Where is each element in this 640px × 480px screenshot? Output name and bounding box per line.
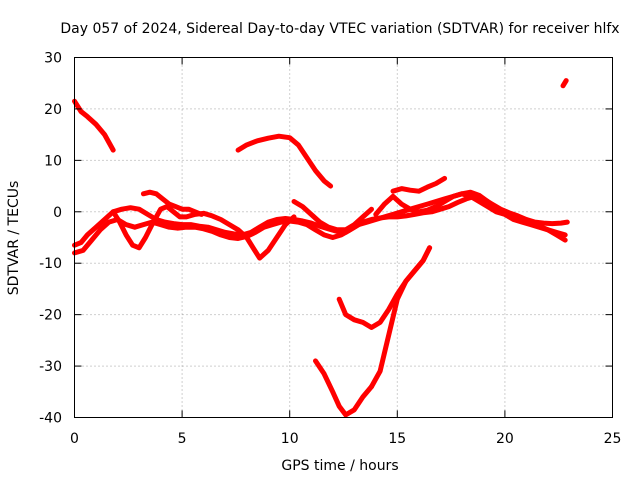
series-line [373, 191, 568, 238]
x-tick-labels: 0 5 10 15 20 25 [70, 431, 621, 447]
x-tick-label: 15 [388, 431, 406, 447]
y-tick-label: -30 [39, 359, 62, 375]
y-tick-label: -10 [39, 256, 62, 272]
series-line [235, 133, 334, 189]
y-tick-label: -20 [39, 308, 62, 324]
y-tick-labels: -40 -30 -20 -10 0 10 20 30 [39, 51, 62, 427]
x-tick-label: 0 [70, 431, 79, 447]
x-tick-label: 25 [604, 431, 622, 447]
series-line [560, 78, 569, 89]
plot-frame [74, 57, 613, 418]
series-line [390, 175, 448, 194]
series-line [291, 199, 374, 233]
series-traces [72, 78, 570, 418]
y-tick-label: 20 [44, 102, 62, 118]
series-line [313, 358, 374, 418]
series-line [336, 245, 433, 330]
x-tick-label: 5 [178, 431, 187, 447]
y-tick-label: -40 [39, 411, 62, 427]
chart-title: Day 057 of 2024, Sidereal Day-to-day VTE… [60, 21, 619, 37]
x-tick-label: 10 [281, 431, 299, 447]
series-line [140, 189, 204, 217]
x-axis-label: GPS time / hours [281, 458, 398, 474]
y-axis-label: SDTVAR / TECUs [6, 181, 22, 296]
series-line [72, 189, 568, 256]
y-tick-label: 10 [44, 153, 62, 169]
series-line [72, 98, 116, 153]
grid [74, 57, 613, 418]
x-tick-label: 20 [496, 431, 514, 447]
axis-ticks [74, 57, 613, 418]
y-tick-label: 0 [53, 205, 62, 221]
y-tick-label: 30 [44, 51, 62, 67]
series-line [369, 245, 433, 390]
